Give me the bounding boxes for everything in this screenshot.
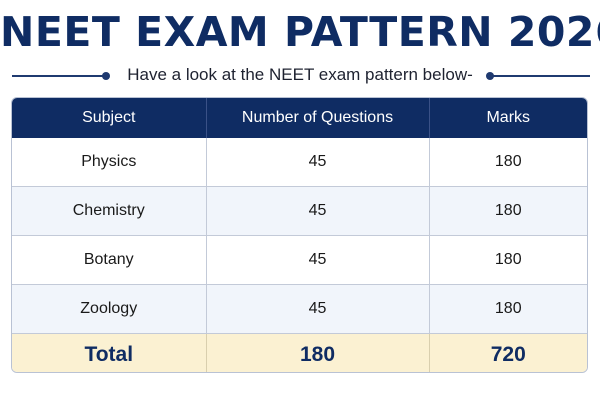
header-subject: Subject bbox=[12, 98, 207, 138]
subtitle-row: Have a look at the NEET exam pattern bel… bbox=[0, 64, 600, 86]
cell-marks: 180 bbox=[429, 186, 587, 236]
cell-subject: Chemistry bbox=[12, 186, 207, 236]
table-total-row: Total 180 720 bbox=[12, 333, 587, 372]
exam-pattern-table-container: Subject Number of Questions Marks Physic… bbox=[11, 97, 588, 373]
cell-subject: Physics bbox=[12, 138, 207, 187]
total-label: Total bbox=[12, 333, 207, 372]
exam-pattern-table: Subject Number of Questions Marks Physic… bbox=[12, 98, 587, 372]
cell-subject: Zoology bbox=[12, 284, 207, 334]
subtitle-left-divider bbox=[12, 75, 104, 77]
table-row: Zoology 45 180 bbox=[12, 284, 587, 334]
total-questions: 180 bbox=[206, 333, 430, 372]
cell-questions: 45 bbox=[206, 284, 430, 334]
cell-marks: 180 bbox=[429, 138, 587, 187]
subtitle-left-dot bbox=[102, 72, 110, 80]
cell-questions: 45 bbox=[206, 186, 430, 236]
total-marks: 720 bbox=[429, 333, 587, 372]
cell-subject: Botany bbox=[12, 235, 207, 285]
page-title: NEET EXAM PATTERN 2026 bbox=[0, 8, 600, 56]
table-row: Chemistry 45 180 bbox=[12, 186, 587, 236]
cell-marks: 180 bbox=[429, 235, 587, 285]
header-marks: Marks bbox=[429, 98, 587, 138]
table-row: Botany 45 180 bbox=[12, 235, 587, 285]
subtitle-right-divider bbox=[490, 75, 590, 77]
cell-marks: 180 bbox=[429, 284, 587, 334]
cell-questions: 45 bbox=[206, 235, 430, 285]
subtitle: Have a look at the NEET exam pattern bel… bbox=[127, 65, 473, 84]
header-number-of-questions: Number of Questions bbox=[206, 98, 430, 138]
cell-questions: 45 bbox=[206, 138, 430, 187]
table-row: Physics 45 180 bbox=[12, 138, 587, 187]
table-header-row: Subject Number of Questions Marks bbox=[12, 98, 587, 138]
